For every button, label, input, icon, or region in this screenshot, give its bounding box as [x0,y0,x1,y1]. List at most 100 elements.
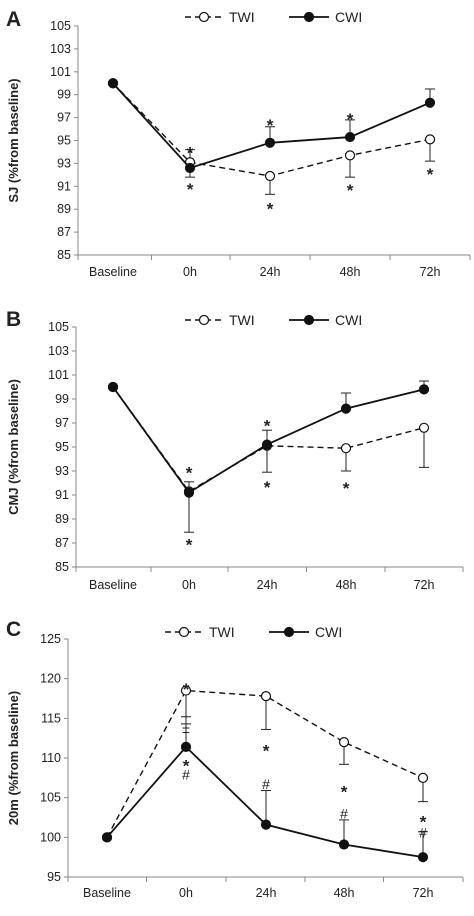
significance-marker: * [264,478,271,497]
y-tick-label: 85 [55,560,69,574]
y-tick-label: 105 [40,791,61,805]
y-tick-label: 97 [55,416,69,430]
x-tick-label: 0h [182,578,196,592]
x-tick-label: 0h [183,265,197,279]
y-tick-label: 110 [41,751,61,765]
x-tick-label: 48h [340,265,361,279]
data-point-twi [338,737,350,748]
x-tick-label: Baseline [89,265,137,279]
y-tick-label: 87 [57,225,71,239]
data-point-cwi [260,819,272,830]
significance-marker: * [187,180,194,199]
legend-marker-cwi [303,314,315,326]
panel-letter: C [6,618,21,641]
y-tick-label: 95 [57,134,71,148]
x-tick-label: 72h [413,886,434,900]
y-tick-label: 85 [57,248,71,262]
data-point-cwi [344,131,356,143]
y-tick-label: 91 [57,179,71,193]
data-point-cwi [418,384,430,395]
chart-panel-a: A 85 87 89 91 93 95 97 99 101 103 105 Baseline 0h 24h 4… [6,8,471,279]
data-point-cwi [264,137,276,148]
significance-marker: * [183,756,190,775]
data-point-cwi [101,832,113,843]
significance-marker: * [263,741,270,760]
significance-marker: # [262,776,270,792]
y-axis-title: 20m (%from baseline) [6,691,21,825]
legend-label-twi: TWI [209,624,235,640]
series-line-twi [106,689,424,838]
x-tick-label: 48h [336,578,357,592]
y-tick-label: 103 [50,42,71,56]
legend-label-cwi: CWI [315,624,342,640]
significance-marker: * [186,463,193,482]
y-tick-label: 91 [55,488,69,502]
y-tick-label: 105 [48,320,69,334]
data-point-twi [418,422,430,433]
x-tick-label: Baseline [83,886,131,900]
y-tick-label: 115 [41,711,61,725]
y-tick-label: 87 [55,536,69,550]
significance-marker: * [420,813,427,832]
legend-marker-cwi [303,11,315,23]
y-tick-label: 100 [40,830,61,844]
significance-marker: * [187,143,194,162]
data-point-twi [180,685,192,696]
y-tick-label: 93 [57,156,71,170]
data-point-twi [264,170,276,182]
data-point-cwi [338,839,350,850]
significance-marker: * [347,110,354,129]
data-point-cwi [424,97,436,108]
x-tick-label: 24h [256,886,277,900]
y-tick-label: 99 [57,88,71,102]
significance-marker: # [340,806,348,822]
data-point-cwi [184,162,196,174]
x-tick-label: 24h [260,265,281,279]
y-axis-title: SJ (%from baseline) [6,78,21,202]
series-line-twi [112,386,425,493]
y-tick-label: 89 [57,202,71,216]
panel-letter: A [6,8,21,31]
data-point-cwi [261,439,273,450]
x-tick-label: 48h [334,886,355,900]
y-tick-label: 97 [57,111,71,125]
data-point-cwi [340,403,352,414]
legend-label-cwi: CWI [335,312,362,328]
y-axis-title: CMJ (%from baseline) [6,379,21,515]
significance-marker: * [264,417,271,436]
significance-marker: * [183,680,190,699]
y-tick-label: 105 [50,19,71,33]
data-point-twi [340,443,352,454]
chart-panel-c: C 95 100 105 110 115 120 125 Baseline 0h 24h 48h 72h… [6,618,464,900]
chart-panel-b: B 85 87 89 91 93 95 97 99 101 103 105 Baseline 0h 24h 4… [6,308,464,592]
data-point-cwi [183,487,195,498]
y-tick-label: 93 [55,464,69,478]
legend-label-cwi: CWI [335,9,362,25]
y-tick-label: 120 [40,672,61,686]
data-point-cwi [180,741,192,752]
y-tick-label: 89 [55,512,69,526]
legend-label-twi: TWI [229,312,255,328]
significance-marker: * [186,535,193,554]
significance-marker: * [341,783,348,802]
significance-marker: * [267,199,274,218]
legend-marker-cwi [283,626,295,638]
panel-letter: B [6,308,21,331]
data-point-cwi [107,78,119,89]
x-tick-label: 72h [414,578,435,592]
y-tick-label: 101 [48,368,69,382]
y-tick-label: 99 [55,392,69,406]
significance-marker: * [427,165,434,184]
significance-marker: ± [182,720,190,736]
data-point-twi [417,772,429,783]
y-tick-label: 95 [47,870,61,884]
significance-marker: * [267,116,274,135]
significance-marker: # [182,767,190,783]
data-point-cwi [107,381,119,393]
x-tick-label: 0h [179,886,193,900]
legend-marker-twi [178,626,190,638]
x-tick-label: Baseline [89,578,137,592]
x-tick-label: 72h [420,265,441,279]
legend-label-twi: TWI [229,9,255,25]
legend-marker-twi [198,11,210,23]
